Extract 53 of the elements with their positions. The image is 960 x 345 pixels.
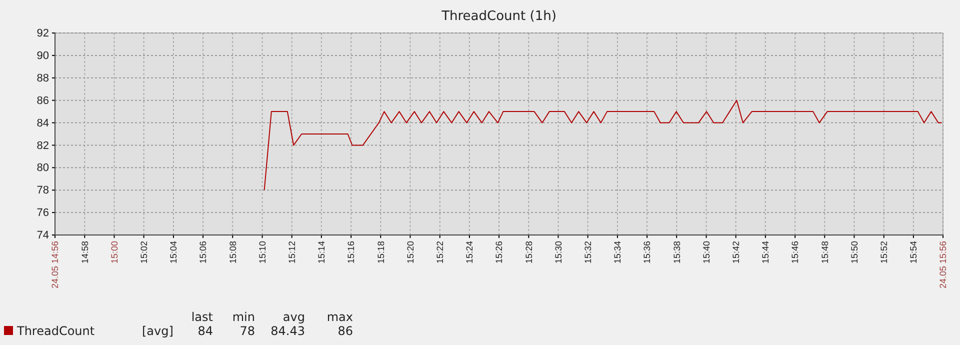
- x-tick-label: 15:34: [612, 241, 623, 264]
- x-tick-label: 14:58: [80, 241, 90, 264]
- y-tick-label: 78: [36, 184, 49, 197]
- y-tick-label: 80: [36, 162, 49, 174]
- x-tick-label: 15:04: [168, 241, 179, 264]
- text: min: [232, 310, 255, 324]
- text: 84.43: [270, 324, 305, 338]
- y-tick-label: 86: [36, 94, 49, 107]
- y-tick-label: 92: [36, 28, 49, 40]
- x-tick-label: 15:02: [138, 241, 149, 264]
- x-tick-label: 15:08: [228, 241, 238, 264]
- y-tick-label: 90: [36, 50, 49, 62]
- x-tick-label: 15:40: [701, 241, 712, 264]
- y-tick-label: 82: [36, 140, 49, 152]
- x-tick-label: 15:36: [642, 241, 652, 264]
- x-tick-label: 15:32: [582, 241, 593, 264]
- x-tick-label: 24.05 14:56: [50, 241, 60, 289]
- x-tick-label: 15:10: [257, 241, 268, 264]
- y-tick-label: 88: [36, 72, 49, 84]
- x-tick-label: 15:50: [849, 241, 860, 264]
- x-tick-label: 15:44: [760, 241, 771, 264]
- text: avg: [282, 310, 305, 324]
- text: max: [326, 310, 353, 324]
- text: last: [191, 310, 214, 324]
- text: 84: [198, 324, 213, 338]
- x-tick-label: 15:28: [524, 241, 534, 264]
- chart-title: ThreadCount (1h): [440, 9, 556, 24]
- y-tick-label: 76: [36, 207, 49, 220]
- x-tick-label: 15:46: [790, 241, 800, 264]
- x-tick-label: 15:48: [820, 241, 830, 264]
- x-tick-label: 15:18: [376, 241, 386, 264]
- x-tick-label: 15:26: [494, 241, 504, 264]
- text: [avg]: [142, 324, 174, 338]
- x-tick-label: 15:38: [672, 241, 682, 264]
- x-tick-label: 15:00: [109, 241, 120, 264]
- legend-label: ThreadCount: [16, 324, 95, 338]
- x-tick-label: 24.05 15:56: [938, 241, 948, 289]
- text: 86: [338, 324, 353, 338]
- x-tick-label: 15:16: [346, 241, 356, 264]
- x-tick-label: 15:20: [405, 241, 416, 264]
- x-tick-label: 15:22: [435, 241, 446, 264]
- line-series: [264, 100, 942, 191]
- x-tick-label: 15:30: [553, 241, 564, 264]
- x-tick-label: 15:52: [879, 241, 890, 264]
- x-tick-label: 15:42: [730, 241, 741, 264]
- y-tick-label: 84: [36, 117, 49, 130]
- x-tick-label: 15:54: [908, 241, 919, 264]
- x-tick-label: 15:24: [464, 241, 475, 264]
- x-tick-label: 15:06: [198, 241, 208, 264]
- text: 78: [240, 324, 255, 338]
- x-tick-label: 15:14: [316, 241, 327, 264]
- x-tick-label: 15:12: [286, 241, 297, 264]
- y-tick-label: 74: [36, 230, 49, 242]
